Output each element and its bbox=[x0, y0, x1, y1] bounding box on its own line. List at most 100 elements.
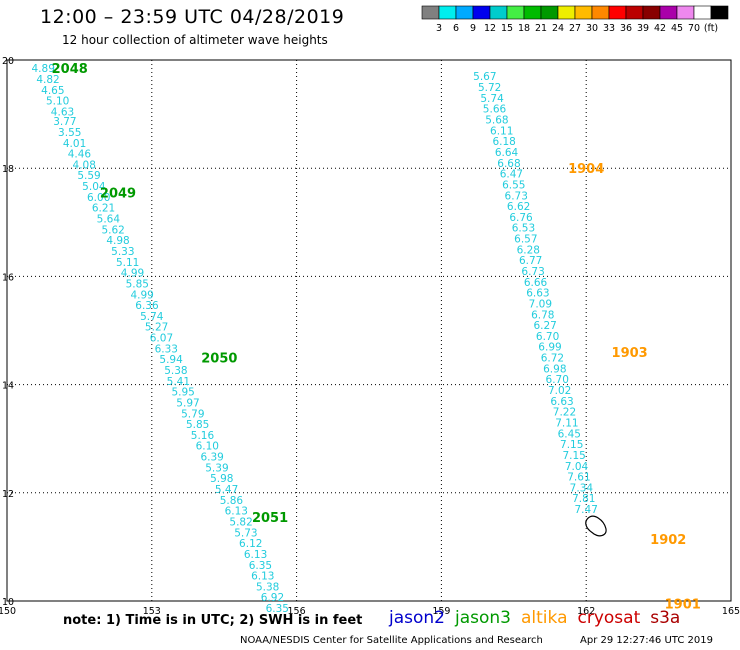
wave-height-value: 6.57 bbox=[514, 234, 537, 246]
wave-height-value: 5.86 bbox=[220, 495, 244, 507]
colorbar-label: (ft) bbox=[704, 23, 718, 34]
y-tick-label: 16 bbox=[2, 272, 14, 283]
wave-height-value: 5.79 bbox=[181, 408, 204, 420]
colorbar-label: 21 bbox=[535, 23, 547, 34]
satellite-legend-item-jason3: jason3 bbox=[455, 608, 511, 628]
wave-height-value: 4.98 bbox=[106, 235, 129, 247]
wave-height-value: 6.68 bbox=[497, 158, 520, 170]
wave-height-value: 4.82 bbox=[36, 74, 59, 86]
wave-height-value: 6.77 bbox=[519, 255, 542, 267]
wave-height-value: 5.66 bbox=[483, 104, 507, 116]
colorbar-swatch bbox=[710, 5, 729, 20]
wave-height-value: 6.64 bbox=[495, 147, 519, 159]
colorbar-label: 42 bbox=[654, 23, 666, 34]
wave-height-value: 4.63 bbox=[51, 106, 74, 118]
wave-height-value: 5.27 bbox=[145, 322, 168, 334]
wave-height-value: 5.11 bbox=[116, 257, 139, 269]
colorbar-label: 3 bbox=[436, 23, 442, 34]
wave-height-value: 5.74 bbox=[140, 311, 164, 323]
wave-height-value: 5.47 bbox=[215, 484, 238, 496]
wave-height-value: 6.70 bbox=[546, 374, 569, 386]
wave-height-value: 6.76 bbox=[509, 212, 533, 224]
wave-height-value: 5.98 bbox=[210, 473, 233, 485]
satellite-legend-item-s3a: s3a bbox=[650, 608, 681, 628]
wave-height-value: 5.85 bbox=[126, 278, 149, 290]
wave-height-value: 6.66 bbox=[524, 277, 548, 289]
colorbar-label: 9 bbox=[470, 23, 476, 34]
wave-height-value: 7.09 bbox=[529, 298, 552, 310]
wave-height-value: 5.64 bbox=[97, 214, 121, 226]
colorbar-label: 45 bbox=[671, 23, 683, 34]
colorbar-legend: 3 6 9 12 15 18 21 24 27 30 33 36 39 42 45 70 (ft) bbox=[421, 5, 729, 34]
pass-time-label: 2050 bbox=[201, 352, 237, 367]
colorbar-label: 15 bbox=[501, 23, 513, 34]
wave-height-value: 5.72 bbox=[478, 82, 501, 94]
wave-height-value: 7.04 bbox=[565, 461, 589, 473]
wave-height-value: 7.02 bbox=[548, 385, 571, 397]
wave-height-value: 4.99 bbox=[130, 289, 153, 301]
wave-height-value: 7.11 bbox=[555, 417, 578, 429]
wave-height-value: 6.36 bbox=[135, 300, 159, 312]
wave-height-value: 6.12 bbox=[239, 538, 262, 550]
credit-text: NOAA/NESDIS Center for Satellite Applica… bbox=[240, 635, 543, 646]
wave-height-value: 6.47 bbox=[500, 169, 523, 181]
wave-height-value: 6.00 bbox=[87, 192, 110, 204]
pass-time-label: 2048 bbox=[52, 62, 88, 77]
x-tick-label: 165 bbox=[722, 606, 740, 617]
wave-height-value: 6.35 bbox=[249, 560, 272, 572]
wave-height-value: 5.16 bbox=[191, 430, 215, 442]
wave-height-value: 4.08 bbox=[73, 159, 96, 171]
wave-height-value: 6.70 bbox=[536, 331, 559, 343]
pass-time-label: 2049 bbox=[100, 187, 136, 202]
wave-height-value: 7.47 bbox=[575, 504, 598, 516]
wave-height-value: 5.94 bbox=[159, 354, 183, 366]
wave-height-value: 4.01 bbox=[63, 138, 86, 150]
colorbar-label: 33 bbox=[603, 23, 615, 34]
pass-time-label: 1904 bbox=[568, 162, 604, 177]
satellite-legend-item-cryosat: cryosat bbox=[577, 608, 641, 628]
satellite-legend-item-altika: altika bbox=[521, 608, 568, 628]
wave-height-value: 6.73 bbox=[505, 190, 528, 202]
wave-height-value: 5.67 bbox=[473, 71, 496, 83]
wave-height-value: 4.46 bbox=[68, 149, 92, 161]
satellite-legend: jason2 jason3 altika cryosat s3a bbox=[389, 608, 690, 628]
x-tick-label: 150 bbox=[0, 606, 16, 617]
colorbar-label: 30 bbox=[586, 23, 598, 34]
wave-height-value: 7.34 bbox=[570, 482, 594, 494]
wave-height-value: 3.77 bbox=[53, 116, 76, 128]
wave-height-value: 6.10 bbox=[196, 441, 219, 453]
wave-height-value: 5.73 bbox=[234, 527, 257, 539]
wave-height-value: 6.63 bbox=[526, 288, 549, 300]
colorbar-label: 27 bbox=[569, 23, 581, 34]
x-tick-label: 159 bbox=[432, 606, 450, 617]
wave-height-value: 6.78 bbox=[531, 309, 554, 321]
wave-height-value: 6.98 bbox=[543, 363, 566, 375]
wave-height-value: 5.04 bbox=[82, 181, 106, 193]
colorbar-label: 70 bbox=[688, 23, 700, 34]
wave-height-value: 4.89 bbox=[32, 63, 55, 75]
wave-height-value: 4.65 bbox=[41, 85, 64, 97]
wave-height-value: 6.39 bbox=[200, 452, 223, 464]
wave-height-value: 5.82 bbox=[229, 516, 252, 528]
wave-height-value: 6.11 bbox=[490, 125, 513, 137]
wave-height-value: 6.13 bbox=[225, 506, 248, 518]
y-tick-label: 12 bbox=[2, 489, 14, 500]
colorbar-label: 6 bbox=[453, 23, 459, 34]
wave-height-value: 5.38 bbox=[256, 581, 279, 593]
wave-height-value: 6.35 bbox=[266, 603, 289, 615]
chart-subtitle: 12 hour collection of altimeter wave hei… bbox=[62, 33, 328, 47]
wave-height-value: 5.41 bbox=[167, 376, 190, 388]
x-tick-label: 156 bbox=[288, 606, 306, 617]
wave-height-value: 5.97 bbox=[176, 397, 199, 409]
pass-time-label: 1901 bbox=[665, 598, 701, 613]
wave-height-value: 6.62 bbox=[507, 201, 530, 213]
wave-height-value: 6.13 bbox=[251, 571, 274, 583]
colorbar-label: 36 bbox=[620, 23, 632, 34]
wave-height-value: 6.55 bbox=[502, 179, 525, 191]
wave-height-value: 5.95 bbox=[171, 387, 194, 399]
wave-height-value: 6.99 bbox=[538, 342, 561, 354]
wave-height-contour bbox=[585, 515, 607, 537]
wave-height-value: 6.27 bbox=[533, 320, 556, 332]
wave-height-value: 7.61 bbox=[567, 472, 590, 484]
